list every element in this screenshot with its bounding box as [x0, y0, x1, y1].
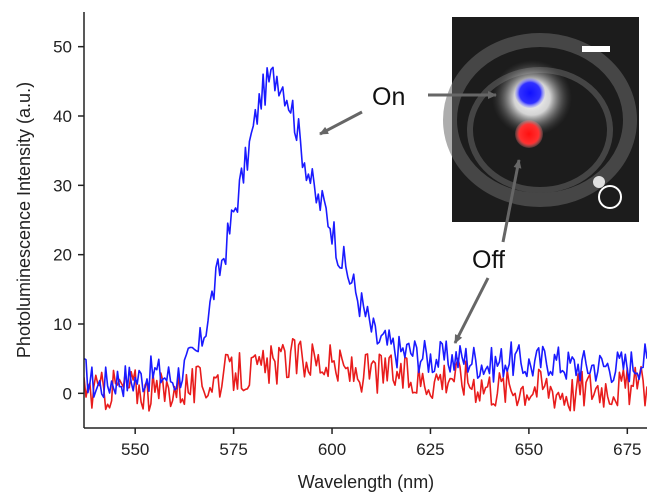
annotation-off-arrow-to-inset	[501, 159, 522, 243]
annotation-off-arrow-to-curve	[453, 277, 490, 344]
x-tick-label: 675	[613, 440, 641, 459]
y-tick-label: 0	[63, 384, 72, 403]
axes-frame	[83, 12, 647, 429]
y-tick-label: 40	[53, 107, 72, 126]
annotation-on-label: On	[372, 83, 405, 111]
inset-image	[443, 17, 639, 222]
x-tick-label: 650	[515, 440, 543, 459]
plot-lines	[84, 66, 647, 412]
y-tick-label: 10	[53, 315, 72, 334]
ticks: 550 575 600 625 650 675 0 10 20 30 40 50	[53, 38, 641, 459]
y-tick-label: 30	[53, 176, 72, 195]
annotations: On Off	[319, 83, 522, 344]
y-axis-title: Photoluminescence Intensity (a.u.)	[14, 82, 34, 358]
x-tick-label: 575	[219, 440, 247, 459]
inset-white-circle	[598, 185, 622, 209]
inset-scale-bar	[582, 46, 610, 52]
y-tick-label: 50	[53, 38, 72, 57]
series-line-on	[84, 66, 647, 399]
inset-red-spot	[515, 120, 543, 148]
series-line-off	[84, 338, 647, 412]
inset-halo	[443, 33, 637, 207]
x-tick-label: 625	[416, 440, 444, 459]
y-tick-label: 20	[53, 246, 72, 265]
annotation-on-arrow-to-curve	[319, 110, 363, 136]
x-axis-title: Wavelength (nm)	[298, 472, 434, 492]
inset-small-spot	[593, 176, 605, 188]
x-tick-label: 600	[318, 440, 346, 459]
annotation-off-label: Off	[472, 246, 505, 274]
inset-blue-spot	[515, 78, 545, 108]
x-tick-label: 550	[121, 440, 149, 459]
